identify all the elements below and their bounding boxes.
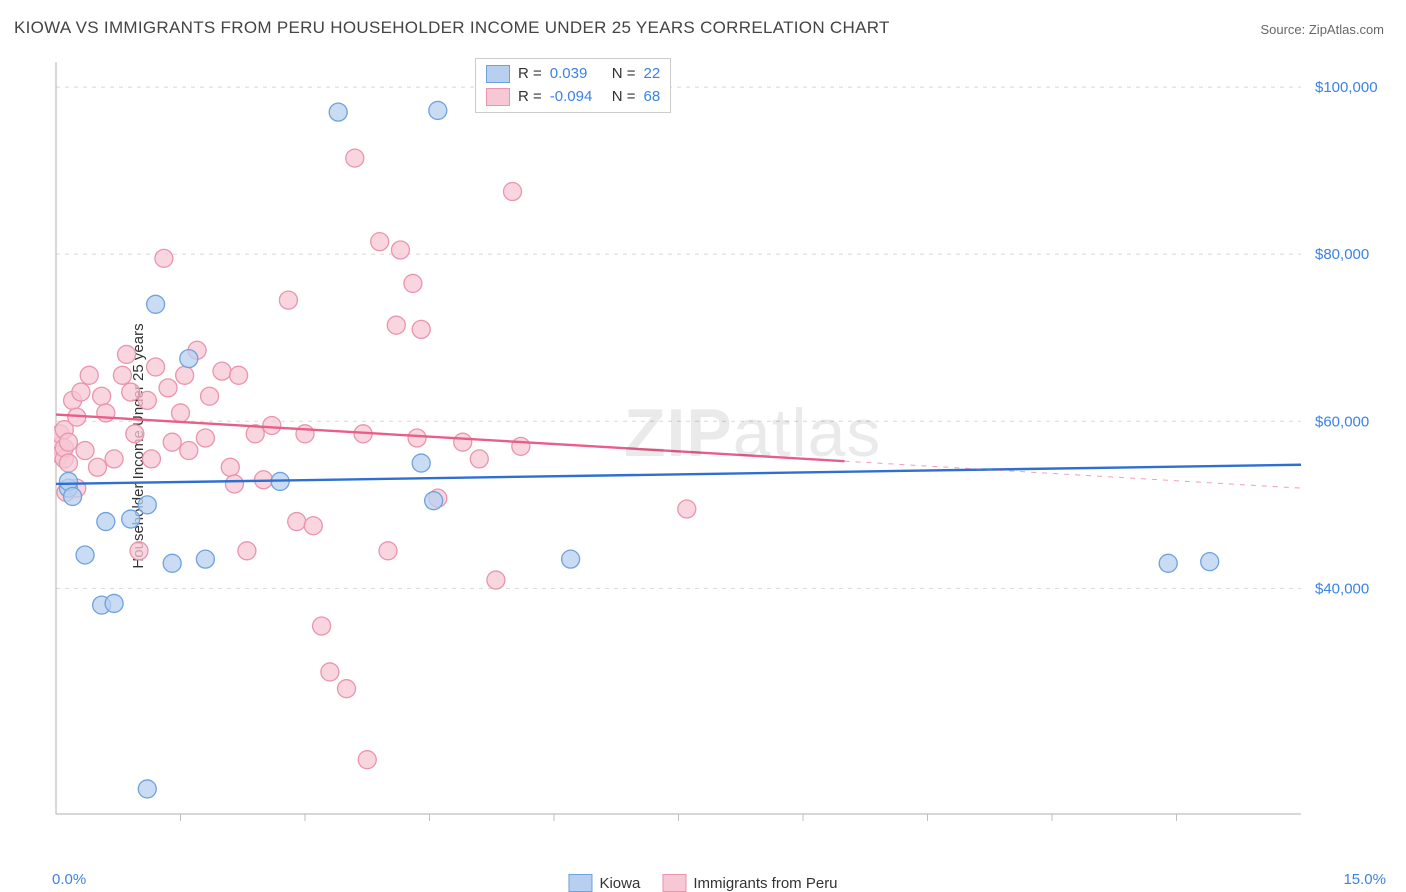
legend-item-peru: Immigrants from Peru	[662, 874, 837, 892]
source-label: Source: ZipAtlas.com	[1260, 22, 1384, 37]
r-value-kiowa: 0.039	[550, 63, 604, 86]
series-legend: Kiowa Immigrants from Peru	[568, 874, 837, 892]
swatch-peru	[662, 874, 686, 892]
svg-text:$40,000: $40,000	[1315, 580, 1369, 597]
svg-text:$80,000: $80,000	[1315, 246, 1369, 263]
svg-text:$100,000: $100,000	[1315, 79, 1378, 96]
legend-row-peru: R = -0.094 N = 68	[486, 86, 660, 109]
correlation-legend: R = 0.039 N = 22 R = -0.094 N = 68	[475, 58, 671, 113]
legend-label-peru: Immigrants from Peru	[693, 875, 837, 892]
n-label: N =	[612, 86, 636, 109]
r-value-peru: -0.094	[550, 86, 604, 109]
swatch-kiowa	[486, 65, 510, 83]
n-label: N =	[612, 63, 636, 86]
n-value-kiowa: 22	[644, 63, 661, 86]
legend-label-kiowa: Kiowa	[599, 875, 640, 892]
r-label: R =	[518, 63, 542, 86]
n-value-peru: 68	[644, 86, 661, 109]
svg-text:$60,000: $60,000	[1315, 413, 1369, 430]
plot-area: $40,000$60,000$80,000$100,000 ZIPatlas	[54, 56, 1389, 846]
legend-row-kiowa: R = 0.039 N = 22	[486, 63, 660, 86]
chart-title: KIOWA VS IMMIGRANTS FROM PERU HOUSEHOLDE…	[14, 18, 890, 38]
scatter-chart: $40,000 $60,000 $80,000 $100,000	[54, 56, 1389, 846]
legend-item-kiowa: Kiowa	[568, 874, 640, 892]
swatch-peru	[486, 88, 510, 106]
x-tick-max: 15.0%	[1343, 871, 1386, 888]
x-tick-min: 0.0%	[52, 871, 86, 888]
r-label: R =	[518, 86, 542, 109]
swatch-kiowa	[568, 874, 592, 892]
